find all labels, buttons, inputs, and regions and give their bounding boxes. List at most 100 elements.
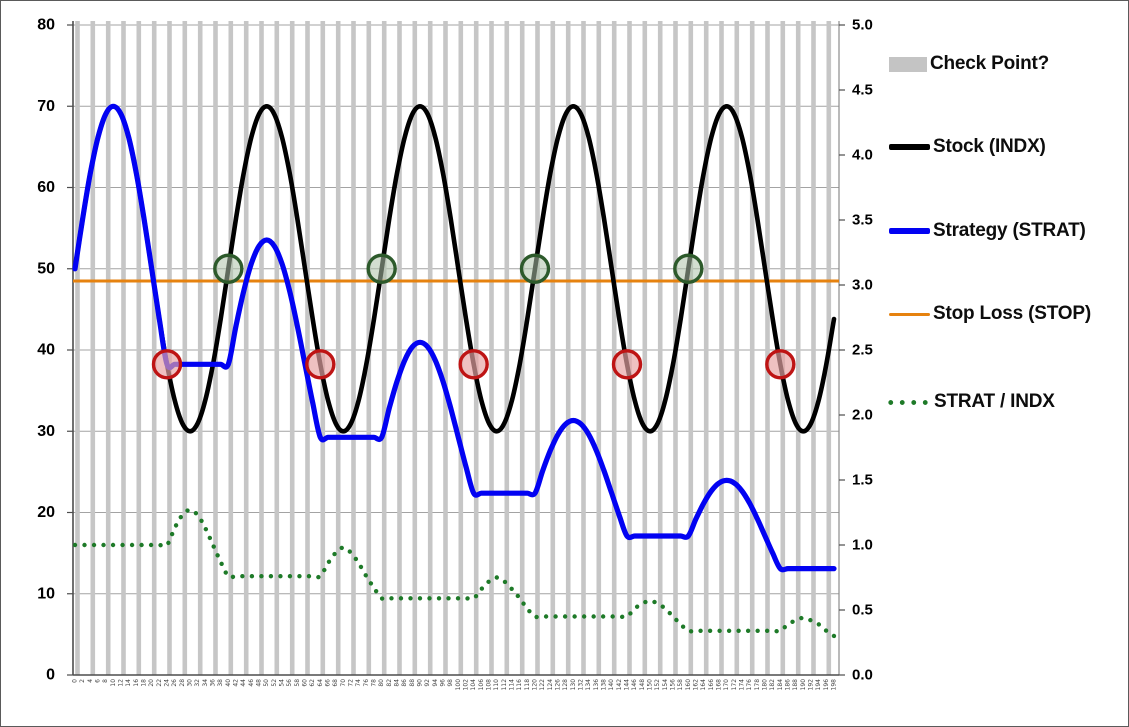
x-tick-label: 96 <box>440 679 447 687</box>
x-tick-label: 16 <box>133 679 140 687</box>
x-tick-label: 24 <box>164 679 171 687</box>
y-right-tick-label: 3.0 <box>852 277 873 294</box>
x-tick-label: 20 <box>148 679 155 687</box>
checkpoint-bar <box>320 21 326 675</box>
x-tick-label: 110 <box>493 679 500 691</box>
x-tick-label: 150 <box>647 679 654 691</box>
x-tick-label: 80 <box>378 679 385 687</box>
x-tick-label: 92 <box>424 679 431 687</box>
x-tick-label: 62 <box>309 679 316 687</box>
legend-item-stoploss: Stop Loss (STOP) <box>889 299 1091 329</box>
x-tick-label: 90 <box>417 679 424 687</box>
x-tick-label: 66 <box>325 679 332 687</box>
y-left-tick-label: 20 <box>37 504 55 521</box>
x-tick-label: 128 <box>562 679 569 691</box>
x-tick-label: 22 <box>156 679 163 687</box>
x-tick-label: 56 <box>286 679 293 687</box>
x-tick-label: 172 <box>731 679 738 691</box>
checkpoint-bar <box>719 21 724 675</box>
x-tick-label: 168 <box>716 679 723 691</box>
checkpoint-bar <box>627 21 632 675</box>
y-left-tick-label: 30 <box>37 423 55 440</box>
checkpoint-bar <box>458 21 464 675</box>
x-tick-label: 166 <box>708 679 715 691</box>
checkpoint-bar <box>780 21 786 675</box>
checkpoint-bar <box>535 21 540 675</box>
y-left-tick-label: 60 <box>37 179 55 196</box>
x-tick-label: 8 <box>102 679 109 683</box>
x-tick-label: 188 <box>792 679 799 691</box>
x-tick-label: 112 <box>501 679 508 691</box>
x-tick-label: 50 <box>263 679 270 687</box>
sell-stop-marker <box>458 349 489 380</box>
x-tick-label: 198 <box>831 679 838 691</box>
checkpoint-bar <box>121 21 126 675</box>
checkpoint-bar <box>550 21 556 675</box>
y-right-tick-label: 4.0 <box>852 147 873 164</box>
x-tick-label: 136 <box>593 679 600 691</box>
x-tick-label: 180 <box>762 679 769 691</box>
strategy-line-swatch-icon <box>889 228 930 234</box>
y-right-tick-label: 4.5 <box>852 82 873 99</box>
strategy-line <box>72 103 837 573</box>
x-tick-label: 32 <box>194 679 201 687</box>
sell-stop-marker <box>611 349 643 380</box>
legend-item-strategy: Strategy (STRAT) <box>889 216 1086 246</box>
legend-item-checkpoint: Check Point? <box>889 49 1049 79</box>
x-tick-label: 4 <box>87 679 94 683</box>
legend-label-stock: Stock (INDX) <box>933 136 1046 157</box>
x-tick-label: 88 <box>409 679 416 687</box>
x-tick-label: 26 <box>171 679 178 687</box>
x-tick-label: 182 <box>769 679 776 691</box>
x-tick-label: 60 <box>302 679 309 687</box>
x-tick-label: 10 <box>110 679 117 687</box>
x-tick-label: 82 <box>386 679 393 687</box>
x-tick-label: 126 <box>555 679 562 691</box>
legend-label-checkpoint: Check Point? <box>930 53 1050 74</box>
checkpoint-bar <box>749 21 755 675</box>
x-tick-label: 116 <box>516 679 523 691</box>
buy-back-marker <box>519 253 551 284</box>
x-tick-label: 64 <box>317 679 324 687</box>
checkpoint-bar <box>351 21 356 675</box>
x-tick-label: 34 <box>202 679 209 687</box>
x-tick-label: 108 <box>486 679 493 691</box>
checkpoint-bar <box>182 21 188 675</box>
checkpoint-bar <box>167 21 172 675</box>
y-left-tick-label: 50 <box>37 260 55 277</box>
x-tick-label: 48 <box>256 679 263 687</box>
x-tick-label: 134 <box>585 679 592 691</box>
checkpoint-bar <box>105 21 111 675</box>
y-right-tick-label: 2.5 <box>852 342 873 359</box>
checkpoint-bar <box>90 21 96 675</box>
x-tick-label: 174 <box>739 679 746 691</box>
checkpoint-bar <box>581 21 586 675</box>
checkpoint-bar <box>136 21 142 675</box>
x-tick-label: 74 <box>355 679 362 687</box>
checkpoint-bar <box>688 21 694 675</box>
x-tick-label: 6 <box>95 679 102 683</box>
y-left-tick-label: 0 <box>46 667 55 684</box>
x-tick-label: 190 <box>800 679 807 691</box>
checkpoint-bar <box>765 21 770 675</box>
checkpoint-bar <box>811 21 816 675</box>
y-right-tick-label: 5.0 <box>852 17 873 34</box>
x-tick-label: 122 <box>539 679 546 691</box>
buy-back-marker <box>213 253 244 284</box>
x-tick-label: 164 <box>700 679 707 691</box>
x-tick-label: 192 <box>808 679 815 691</box>
x-tick-label: 176 <box>746 679 753 691</box>
x-tick-label: 94 <box>432 679 439 687</box>
checkpoint-bar <box>611 21 617 675</box>
checkpoint-bar <box>734 21 740 675</box>
checkpoint-bar <box>397 21 402 675</box>
ratio-dotted-line <box>72 507 837 639</box>
x-tick-label: 12 <box>118 679 125 687</box>
x-tick-label: 100 <box>455 679 462 691</box>
buy-back-marker <box>673 253 704 284</box>
x-tick-label: 124 <box>547 679 554 691</box>
checkpoint-bar <box>305 21 310 675</box>
y-right-tick-label: 1.0 <box>852 537 873 554</box>
checkpoint-bar <box>381 21 387 675</box>
x-tick-label: 38 <box>217 679 224 687</box>
